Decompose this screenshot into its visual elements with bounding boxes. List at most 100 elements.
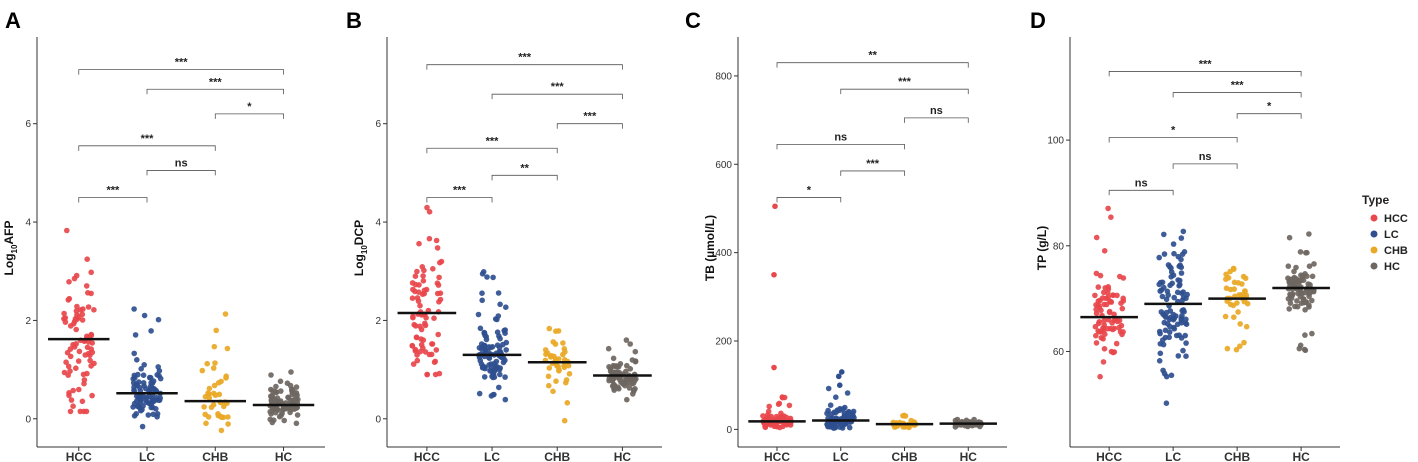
- data-point-lc: [1175, 277, 1181, 283]
- y-axis-label-subscript: 10: [10, 244, 19, 253]
- data-point-lc: [500, 359, 507, 366]
- panel-letter: D: [1030, 8, 1046, 33]
- data-point-lc: [1160, 341, 1167, 348]
- panel-letter: C: [685, 8, 701, 33]
- data-point-lc: [130, 404, 136, 410]
- data-point-hc: [1306, 304, 1312, 310]
- data-point-chb: [1234, 300, 1240, 306]
- data-point-lc: [1178, 270, 1185, 276]
- data-point-hcc: [434, 280, 441, 287]
- data-point-lc: [1183, 353, 1189, 360]
- data-point-hcc: [87, 357, 93, 364]
- data-point-hcc: [414, 268, 420, 275]
- data-point-hc: [632, 358, 639, 364]
- data-point-lc: [502, 327, 509, 333]
- data-point-hcc: [84, 256, 90, 263]
- comparison-bracket: [1108, 189, 1174, 196]
- significance-label: ***: [1231, 80, 1245, 92]
- data-point-hcc: [436, 299, 442, 305]
- data-point-hc: [281, 417, 288, 424]
- data-point-hcc: [73, 365, 79, 372]
- data-point-hcc: [75, 358, 82, 364]
- data-point-hcc: [417, 302, 423, 309]
- data-point-chb: [215, 411, 221, 417]
- x-tick-label: HCC: [764, 450, 790, 462]
- data-point-hcc: [63, 359, 69, 366]
- data-point-chb: [1235, 309, 1241, 315]
- data-point-chb: [1227, 286, 1234, 293]
- data-point-hc: [277, 378, 284, 385]
- data-point-lc: [1181, 308, 1187, 315]
- data-point-chb: [550, 339, 556, 345]
- data-point-hcc: [1101, 289, 1107, 296]
- significance-label: ***: [866, 158, 880, 170]
- data-point-chb: [210, 402, 217, 408]
- data-point-hcc: [83, 283, 90, 289]
- data-point-lc: [1183, 321, 1190, 328]
- x-tick-label: HCC: [414, 450, 440, 462]
- x-tick-label: HCC: [66, 450, 92, 462]
- data-point-hcc: [80, 306, 86, 312]
- data-point-hcc: [430, 266, 436, 272]
- comparison-bracket: [146, 88, 284, 95]
- data-point-chb: [211, 343, 218, 350]
- data-point-lc: [490, 274, 496, 281]
- data-point-chb: [546, 365, 553, 371]
- y-axis-label: TP (g/L): [1035, 226, 1049, 270]
- legend-items: HCC LC CHB HC: [1370, 213, 1408, 273]
- data-point-hc: [1287, 300, 1294, 306]
- data-point-lc: [1171, 294, 1177, 301]
- x-tick-label: CHB: [1224, 450, 1250, 462]
- data-point-lc: [1178, 315, 1185, 322]
- data-point-hcc: [1105, 284, 1111, 290]
- data-point-chb: [212, 360, 218, 366]
- data-point-hcc: [70, 387, 76, 394]
- data-point-hcc: [66, 279, 72, 285]
- data-point-lc: [503, 304, 509, 311]
- data-point-hc: [605, 345, 612, 352]
- data-point-hcc: [414, 357, 421, 364]
- y-tick-label: 6: [375, 119, 381, 130]
- data-point-hc: [1286, 306, 1292, 312]
- data-point-chb: [901, 412, 908, 419]
- data-point-hcc: [65, 297, 72, 303]
- data-point-lc: [131, 372, 138, 379]
- data-point-hc: [618, 379, 624, 386]
- data-point-hcc: [84, 333, 90, 340]
- data-point-hcc: [410, 361, 417, 367]
- data-point-hcc: [1119, 305, 1126, 312]
- significance-label: ***: [175, 57, 189, 69]
- y-tick-label: 0: [726, 425, 732, 436]
- significance-label: ***: [209, 76, 223, 88]
- data-point-chb: [546, 325, 553, 332]
- significance-label: ***: [551, 81, 565, 93]
- data-point-lc: [1179, 297, 1185, 304]
- data-point-chb: [204, 360, 210, 367]
- data-point-chb: [210, 365, 217, 371]
- data-point-hc: [1288, 276, 1295, 283]
- data-point-hc: [1293, 276, 1300, 283]
- data-point-lc: [1161, 251, 1168, 257]
- comparison-bracket: [78, 145, 216, 151]
- data-point-lc: [148, 328, 154, 334]
- data-point-lc: [133, 411, 139, 417]
- data-point-hc: [607, 368, 614, 375]
- data-point-hc: [269, 388, 276, 394]
- data-point-hc: [627, 341, 633, 347]
- data-point-lc: [1180, 228, 1187, 235]
- data-point-hcc: [413, 334, 420, 341]
- data-point-hcc: [433, 347, 440, 353]
- data-point-hc: [614, 369, 621, 375]
- data-point-lc: [1184, 291, 1190, 298]
- data-point-lc: [1167, 263, 1173, 270]
- data-point-hcc: [1097, 297, 1103, 304]
- data-point-hc: [610, 362, 617, 369]
- x-tick-label: CHB: [544, 450, 570, 462]
- data-point-hcc: [1093, 310, 1100, 317]
- significance-label: ns: [834, 131, 847, 143]
- data-point-lc: [1180, 347, 1186, 354]
- data-point-hcc: [1093, 234, 1100, 241]
- data-point-hcc: [410, 286, 416, 293]
- comparison-bracket: [78, 197, 148, 203]
